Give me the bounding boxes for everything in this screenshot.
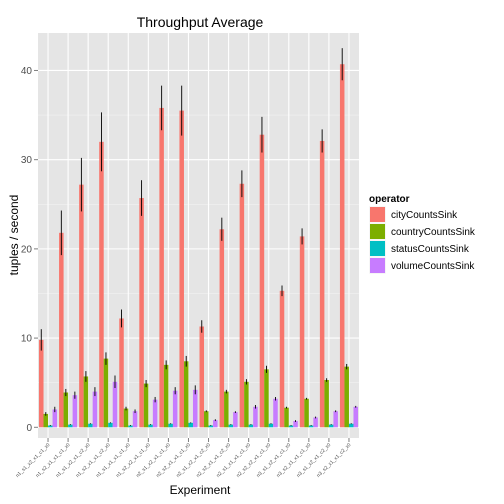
- legend-label-statusCountsSink: statusCountsSink: [391, 244, 470, 255]
- legend-label-volumeCountsSink: volumeCountsSink: [391, 261, 475, 272]
- bar-volumeCountsSink-13: [313, 417, 318, 427]
- bar-cityCountsSink-11: [260, 135, 265, 428]
- bar-cityCountsSink-5: [139, 198, 144, 427]
- legend-key-cityCountsSink: [370, 207, 385, 222]
- bar-cityCountsSink-2: [79, 185, 84, 428]
- bar-volumeCountsSink-14: [333, 411, 338, 427]
- x-tick-label: n1_s2_x1_x1_c2_x0: [75, 442, 112, 479]
- y-tick-label: 40: [21, 66, 33, 77]
- x-tick-label: n1_s2_x1_x1_c1_x0: [35, 442, 72, 479]
- y-tick-label: 0: [26, 423, 32, 434]
- bar-countryCountsSink-10: [244, 382, 249, 427]
- bar-cityCountsSink-15: [340, 64, 345, 427]
- bar-countryCountsSink-6: [164, 365, 169, 427]
- bar-cityCountsSink-10: [240, 184, 245, 428]
- bar-volumeCountsSink-4: [133, 411, 138, 427]
- bar-statusCountsSink-2: [88, 424, 93, 428]
- bar-countryCountsSink-3: [104, 359, 109, 428]
- bar-volumeCountsSink-5: [153, 400, 158, 428]
- legend-label-cityCountsSink: cityCountsSink: [391, 210, 458, 221]
- bar-countryCountsSink-9: [224, 392, 229, 428]
- bar-volumeCountsSink-10: [253, 407, 258, 428]
- x-tick-label: n2_s2_x1_x1_c1_x0: [155, 442, 192, 479]
- bar-countryCountsSink-11: [264, 369, 269, 427]
- x-tick-label: n3_s1_x2_x1_c2_x0: [296, 442, 333, 479]
- x-tick-label: n1_s1_x2_x1_c2_x0: [55, 442, 92, 479]
- bar-volumeCountsSink-8: [213, 420, 218, 427]
- bar-countryCountsSink-14: [324, 380, 329, 427]
- bar-volumeCountsSink-3: [113, 382, 118, 427]
- bar-statusCountsSink-15: [349, 424, 354, 428]
- bar-cityCountsSink-13: [300, 236, 305, 427]
- bar-statusCountsSink-11: [269, 424, 274, 428]
- x-tick-label: n3_s2_x1_x1_c2_x0: [316, 442, 353, 479]
- bar-statusCountsSink-3: [108, 423, 113, 427]
- bar-statusCountsSink-7: [188, 423, 193, 427]
- x-tick-label: n1_s1_x2_x1_c1_x0: [15, 442, 52, 479]
- x-tick-label: n2_s2_x2_x1_c1_x0: [235, 442, 272, 479]
- bar-volumeCountsSink-9: [233, 412, 238, 427]
- bar-countryCountsSink-8: [204, 411, 209, 427]
- legend-key-volumeCountsSink: [370, 258, 385, 273]
- bar-volumeCountsSink-7: [193, 390, 198, 427]
- bar-countryCountsSink-1: [64, 393, 69, 428]
- bar-countryCountsSink-4: [124, 409, 129, 428]
- bar-volumeCountsSink-11: [273, 399, 278, 428]
- chart-title: Throughput Average: [137, 14, 264, 30]
- x-axis: n1_s1_x2_x1_c1_x0n1_s2_x1_x1_c1_x0n1_s1_…: [15, 438, 353, 479]
- bar-volumeCountsSink-15: [353, 407, 358, 428]
- x-tick-label: n2_s2_x1_x1_c2_x0: [195, 442, 232, 479]
- x-tick-label: n3_s1_x2_x1_c1_x0: [256, 442, 293, 479]
- legend-title: operator: [369, 194, 410, 205]
- bar-cityCountsSink-3: [99, 142, 104, 427]
- x-tick-label: n2_s1_x2_x1_c2_x0: [175, 442, 212, 479]
- bar-cityCountsSink-7: [179, 111, 184, 428]
- bar-countryCountsSink-12: [284, 408, 289, 428]
- legend-label-countryCountsSink: countryCountsSink: [391, 227, 476, 238]
- legend-key-countryCountsSink: [370, 224, 385, 239]
- y-tick-label: 20: [21, 244, 33, 255]
- bar-cityCountsSink-1: [59, 233, 64, 427]
- bar-volumeCountsSink-1: [73, 395, 78, 427]
- legend: operator cityCountsSink countryCountsSink…: [369, 194, 476, 274]
- y-tick-label: 30: [21, 155, 33, 166]
- bar-cityCountsSink-12: [280, 291, 285, 427]
- bar-countryCountsSink-5: [144, 384, 149, 428]
- bar-cityCountsSink-0: [39, 340, 44, 427]
- bar-volumeCountsSink-12: [293, 421, 298, 427]
- bar-countryCountsSink-13: [304, 399, 309, 428]
- x-tick-label: n2_s1_x1_x1_c1_x0: [215, 442, 252, 479]
- x-tick-label: n2_s1_x2_x1_c1_x0: [135, 442, 172, 479]
- bar-countryCountsSink-15: [344, 367, 349, 428]
- bar-cityCountsSink-9: [220, 229, 225, 427]
- legend-key-statusCountsSink: [370, 241, 385, 256]
- bar-cityCountsSink-4: [119, 318, 124, 427]
- x-tick-label: n3_s2_x1_x1_c1_x0: [276, 442, 313, 479]
- x-tick-label: n1_s2_x2_x1_c1_x0: [115, 442, 152, 479]
- bar-cityCountsSink-14: [320, 141, 325, 427]
- x-axis-title: Experiment: [170, 483, 231, 497]
- y-axis-title: tuples / second: [7, 195, 21, 276]
- y-axis: 0 10 20 30 40: [21, 66, 38, 434]
- x-tick-label: n1_s1_x1_x1_c1_x0: [95, 442, 132, 479]
- bar-statusCountsSink-6: [168, 424, 173, 428]
- bar-cityCountsSink-6: [159, 108, 164, 427]
- bar-countryCountsSink-0: [44, 414, 49, 427]
- bar-countryCountsSink-2: [84, 376, 89, 427]
- y-tick-label: 10: [21, 334, 33, 345]
- bar-countryCountsSink-7: [184, 361, 189, 427]
- bar-volumeCountsSink-6: [173, 391, 178, 428]
- bar-volumeCountsSink-2: [93, 392, 98, 428]
- bar-cityCountsSink-8: [200, 326, 205, 427]
